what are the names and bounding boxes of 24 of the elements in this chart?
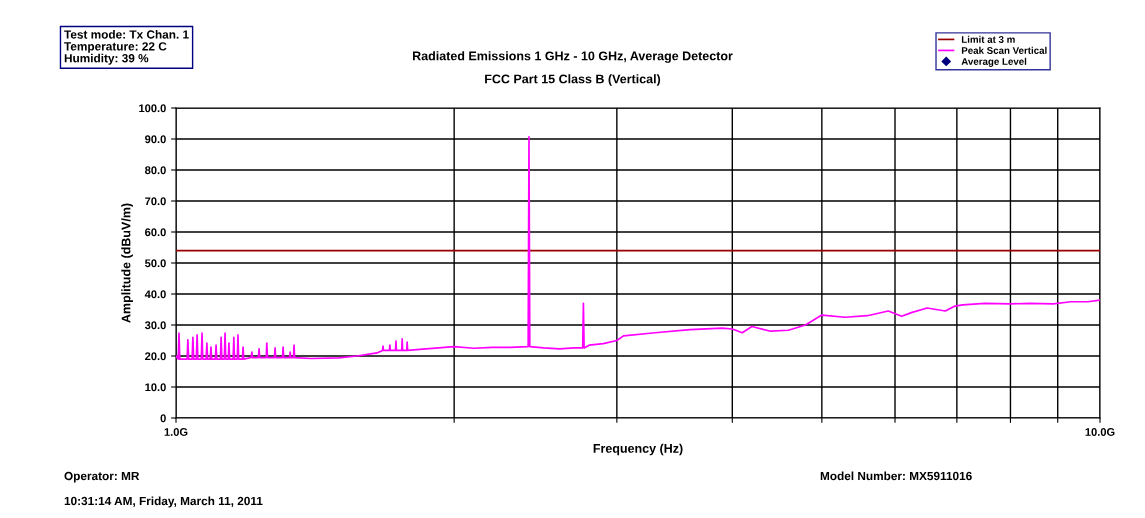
legend-label: Limit at 3 m [961,35,1015,43]
text: Model Number: MX5911016 [820,471,972,481]
y-axis-title: Amplitude (dBuV/m) [121,203,133,323]
y-tick-label: 0 [160,414,166,423]
y-tick-label: 70.0 [145,197,166,206]
y-tick-label: 40.0 [144,290,166,299]
y-tick-label: 10.0 [145,383,166,392]
chart-title: Radiated Emissions 1 GHz - 10 GHz, Average Detector [413,51,733,63]
text: Operator: MR [64,471,140,483]
y-tick-label: 100.0 [139,104,166,113]
y-tick-label: 30.0 [144,321,166,330]
chart-subtitle: FCC Part 15 Class B (Vertical) [485,74,661,86]
y-tick-label: 20.0 [145,352,166,361]
legend-label: Peak Scan Vertical [961,46,1047,54]
x-tick-label: 1.0G [164,428,188,436]
text: 10:31:14 AM, Friday, March 11, 2011 [64,496,263,508]
y-tick-label: 80.0 [145,166,166,175]
x-tick-label: 10.0G [1085,428,1115,436]
y-tick-label: 90.0 [145,135,166,144]
text: Test mode: Tx Chan. 1 Temperature: 22 C Humidity: 39 % [64,30,189,65]
y-tick-label: 50.0 [145,259,166,268]
y-tick-label: 60.0 [145,228,166,237]
x-axis-title: Frequency (Hz) [593,443,683,456]
legend-label: Average Level [961,57,1027,67]
